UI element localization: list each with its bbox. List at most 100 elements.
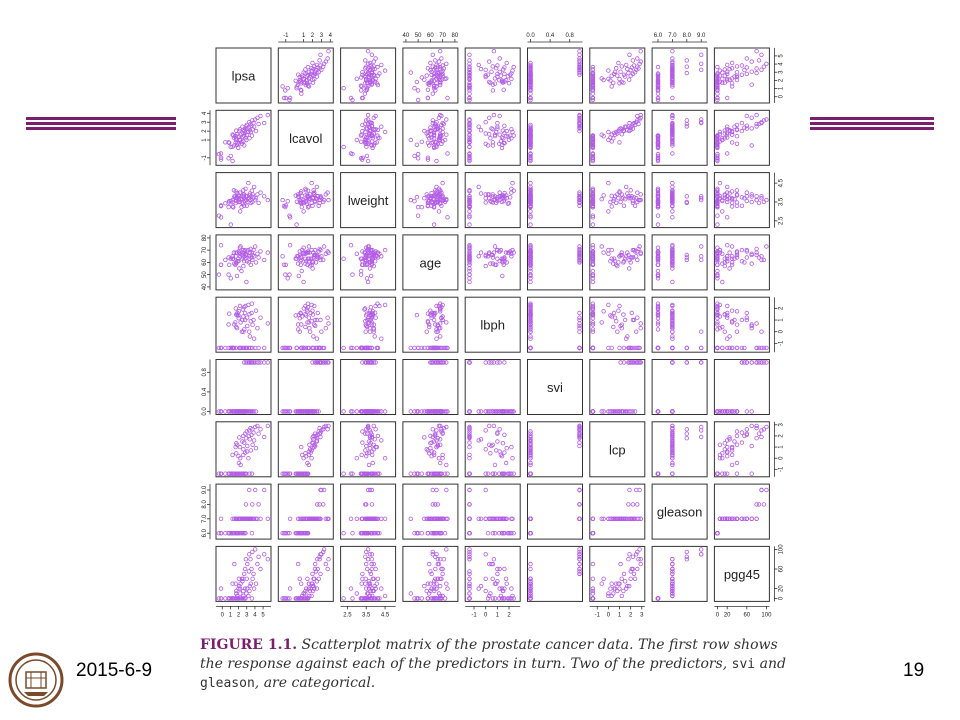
data-point — [244, 279, 249, 285]
data-point — [611, 256, 617, 261]
data-point — [425, 95, 431, 101]
data-point — [744, 249, 749, 254]
data-point — [495, 120, 500, 126]
data-point — [635, 190, 640, 195]
data-point — [294, 85, 299, 91]
data-point — [670, 139, 675, 144]
data-point — [655, 153, 661, 159]
data-point — [438, 133, 443, 138]
data-point — [467, 257, 472, 263]
data-point — [262, 120, 267, 126]
data-point — [241, 263, 246, 269]
data-point — [237, 266, 242, 271]
data-point — [429, 203, 434, 208]
data-point — [761, 64, 767, 69]
data-point — [715, 73, 720, 79]
data-point — [670, 56, 675, 61]
data-point — [360, 128, 365, 134]
data-point — [367, 60, 373, 66]
data-point — [226, 262, 232, 267]
data-point — [312, 192, 317, 197]
data-point — [528, 145, 533, 151]
data-point — [310, 260, 315, 265]
data-point — [670, 128, 675, 134]
data-point — [287, 242, 293, 248]
panel-frame — [215, 359, 272, 415]
data-point — [725, 242, 730, 248]
data-point — [631, 63, 637, 68]
data-point — [638, 49, 643, 54]
data-point — [485, 143, 491, 148]
data-point — [283, 262, 288, 267]
data-point — [729, 244, 735, 249]
data-point — [739, 247, 745, 253]
data-point — [218, 242, 224, 248]
data-point — [373, 249, 378, 254]
data-point — [467, 52, 472, 57]
data-point — [590, 188, 596, 193]
data-point — [732, 196, 737, 202]
data-point — [637, 244, 642, 249]
data-point — [717, 68, 723, 73]
data-point — [505, 134, 511, 139]
data-point — [754, 112, 759, 118]
data-point — [715, 143, 720, 148]
data-point — [431, 83, 437, 88]
data-point — [722, 128, 727, 133]
data-point — [445, 215, 450, 220]
data-point — [467, 215, 472, 220]
data-point — [749, 194, 754, 199]
data-point — [301, 197, 306, 203]
data-point — [372, 127, 377, 133]
data-point — [670, 112, 675, 118]
data-point — [715, 195, 720, 200]
data-point — [505, 201, 511, 206]
data-point — [354, 76, 359, 81]
data-point — [729, 195, 735, 201]
data-point — [235, 145, 241, 151]
data-point — [492, 81, 498, 86]
data-point — [445, 151, 450, 156]
data-point — [624, 254, 629, 259]
data-point — [528, 186, 533, 191]
data-point — [430, 199, 435, 205]
data-point — [577, 120, 582, 126]
data-point — [231, 133, 236, 138]
data-point — [577, 244, 582, 249]
data-point — [422, 77, 427, 82]
data-point — [725, 259, 730, 264]
data-point — [715, 268, 720, 274]
panel-frame — [340, 296, 397, 353]
data-point — [467, 85, 472, 91]
data-point — [590, 197, 596, 203]
data-point — [749, 59, 754, 64]
data-point — [590, 153, 596, 159]
data-point — [754, 66, 759, 71]
data-point — [670, 190, 675, 195]
data-point — [237, 209, 243, 214]
data-point — [744, 113, 749, 119]
data-point — [577, 255, 582, 260]
data-point — [478, 127, 484, 133]
data-point — [434, 84, 439, 89]
data-point — [226, 272, 231, 277]
data-point — [467, 156, 472, 161]
data-point — [590, 279, 596, 285]
data-point — [360, 249, 365, 254]
data-point — [599, 132, 604, 137]
data-point — [625, 66, 630, 72]
data-point — [434, 143, 439, 148]
data-point — [528, 143, 533, 148]
data-point — [231, 345, 237, 351]
data-point — [725, 196, 730, 202]
data-point — [428, 60, 433, 66]
data-point — [577, 257, 582, 263]
data-point — [749, 115, 754, 120]
data-point — [655, 156, 661, 161]
data-point — [720, 135, 725, 141]
data-point — [497, 78, 502, 83]
data-point — [303, 256, 308, 261]
data-point — [577, 115, 582, 120]
data-point — [419, 204, 424, 210]
data-point — [371, 127, 376, 132]
